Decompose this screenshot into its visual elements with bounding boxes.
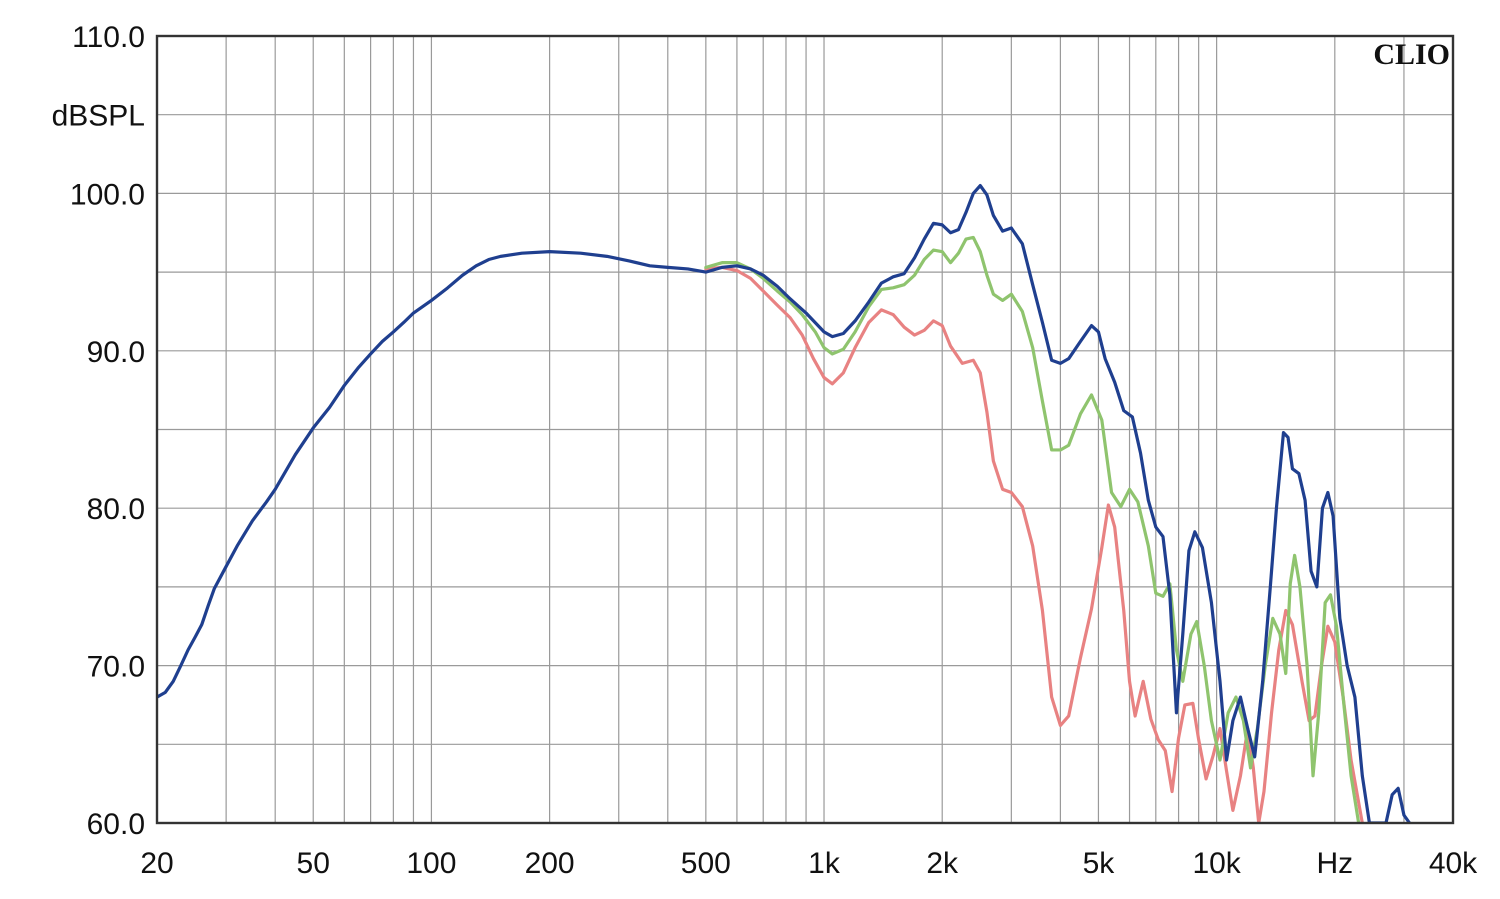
y-axis-unit-label: dBSPL [52,100,145,133]
clio-brand-label: CLIO [1373,38,1450,71]
x-tick-label: 50 [297,847,330,880]
x-tick-label: 20 [140,847,173,880]
y-tick-label: 100.0 [70,178,145,211]
x-tick-label: 40k [1429,847,1478,880]
x-tick-label: 5k [1083,847,1116,880]
x-tick-label: 2k [926,847,959,880]
y-axis-tick-labels: 60.0 70.0 80.0 90.0 100.0 110.0 [70,21,145,841]
series-line-3 [157,183,1412,823]
y-tick-label: 70.0 [87,651,145,684]
horizontal-grid [157,114,1453,745]
x-axis-unit-label: Hz [1316,847,1353,880]
x-tick-label: 100 [406,847,456,880]
series-line-2 [704,235,1361,823]
y-tick-label: 90.0 [87,336,145,369]
series-group [157,183,1412,823]
x-tick-label: 200 [525,847,575,880]
y-tick-label: 110.0 [72,21,145,54]
x-axis-tick-labels: 20 50 100 200 500 1k 2k 5k 10k 40k [140,847,1478,880]
x-tick-label: 10k [1192,847,1241,880]
y-tick-label: 60.0 [87,808,145,841]
series-line-1 [704,265,1364,823]
x-tick-label: 1k [808,847,841,880]
plot-frame [155,34,1455,825]
y-tick-label: 80.0 [87,493,145,526]
x-tick-label: 500 [681,847,731,880]
